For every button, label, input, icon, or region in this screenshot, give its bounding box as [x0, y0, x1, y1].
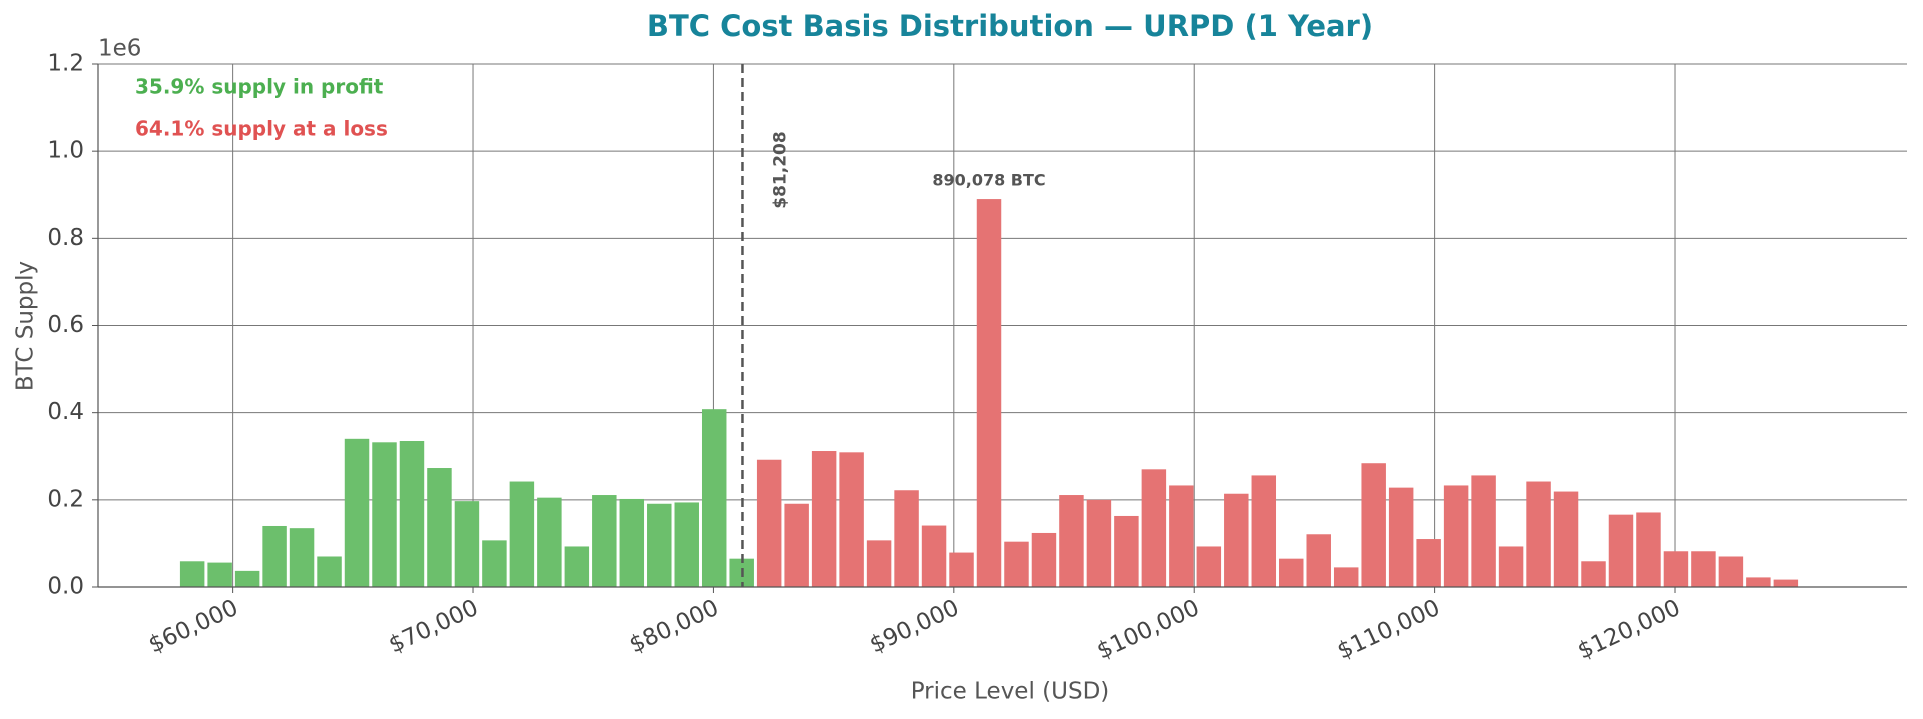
- bar: [1361, 463, 1386, 587]
- bar: [647, 503, 672, 587]
- y-tick-label: 0.8: [47, 225, 84, 251]
- bar: [1636, 512, 1661, 587]
- bar: [317, 556, 342, 587]
- bar: [1691, 551, 1716, 587]
- bar: [784, 503, 809, 587]
- bar: [564, 546, 590, 587]
- x-tick-label: $110,000: [1333, 595, 1443, 665]
- bar: [1251, 475, 1277, 587]
- bar: [949, 552, 974, 587]
- bar: [344, 438, 370, 587]
- bar: [1224, 493, 1249, 587]
- bar: [1498, 546, 1524, 587]
- x-tick-label: $100,000: [1093, 595, 1203, 665]
- y-tick-label: 0.6: [47, 312, 84, 338]
- bar: [1663, 551, 1689, 587]
- bar: [701, 409, 727, 587]
- bar: [866, 540, 892, 587]
- x-tick-label: $70,000: [385, 595, 482, 659]
- price-line-label: $81,208: [770, 131, 790, 208]
- bar: [1526, 481, 1551, 587]
- bar: [1773, 579, 1799, 587]
- bar: [427, 468, 452, 587]
- bar: [1004, 541, 1029, 587]
- y-tick-label: 1.0: [47, 138, 84, 164]
- bar: [811, 451, 837, 587]
- bar: [372, 442, 397, 587]
- bar: [1746, 577, 1771, 587]
- y-tick-label: 1.2: [47, 51, 84, 77]
- bar: [262, 525, 287, 587]
- y-offset-label: 1e6: [98, 36, 141, 62]
- bar: [1306, 534, 1331, 587]
- bar: [1196, 546, 1222, 587]
- bar: [1169, 485, 1194, 587]
- annotation: 64.1% supply at a loss: [135, 117, 388, 141]
- bar: [976, 199, 1002, 587]
- bar: [509, 481, 535, 587]
- bar: [482, 540, 507, 587]
- y-tick-label: 0.4: [47, 399, 84, 425]
- y-axis-label: BTC Supply: [13, 261, 39, 391]
- bar: [454, 501, 480, 587]
- bar: [894, 490, 919, 587]
- bar: [1608, 514, 1634, 587]
- bar: [289, 528, 315, 587]
- bar: [1333, 567, 1359, 587]
- bar: [1031, 532, 1057, 587]
- bar: [399, 440, 425, 587]
- value-label: 890,078 BTC: [932, 171, 1045, 190]
- x-tick-label: $120,000: [1574, 595, 1684, 665]
- bar: [179, 561, 205, 587]
- bar: [1279, 558, 1304, 587]
- x-tick-label: $60,000: [145, 595, 242, 659]
- bar: [207, 562, 232, 587]
- bar: [592, 495, 617, 587]
- annotation: 35.9% supply in profit: [135, 75, 384, 99]
- bar: [1581, 561, 1606, 587]
- bar: [234, 570, 260, 587]
- bar: [1141, 469, 1167, 587]
- bar: [1086, 499, 1112, 587]
- y-tick-label: 0.2: [47, 486, 84, 512]
- bar: [619, 498, 645, 587]
- bar: [674, 502, 699, 587]
- bar: [1443, 485, 1469, 587]
- bar: [1553, 491, 1579, 587]
- chart-title: BTC Cost Basis Distribution — URPD (1 Ye…: [647, 9, 1373, 43]
- y-tick-label: 0.0: [47, 574, 84, 600]
- x-axis-label: Price Level (USD): [911, 679, 1110, 705]
- x-tick-label: $80,000: [626, 595, 723, 659]
- bar: [1388, 487, 1414, 587]
- bar: [839, 452, 864, 587]
- bar: [1718, 556, 1744, 587]
- bar: [1471, 475, 1496, 587]
- bar: [756, 459, 782, 587]
- bar: [1114, 515, 1139, 587]
- bar: [537, 497, 562, 587]
- bar: [921, 525, 947, 587]
- bar: [1059, 495, 1084, 587]
- x-tick-label: $90,000: [866, 595, 963, 659]
- bar: [1416, 539, 1441, 587]
